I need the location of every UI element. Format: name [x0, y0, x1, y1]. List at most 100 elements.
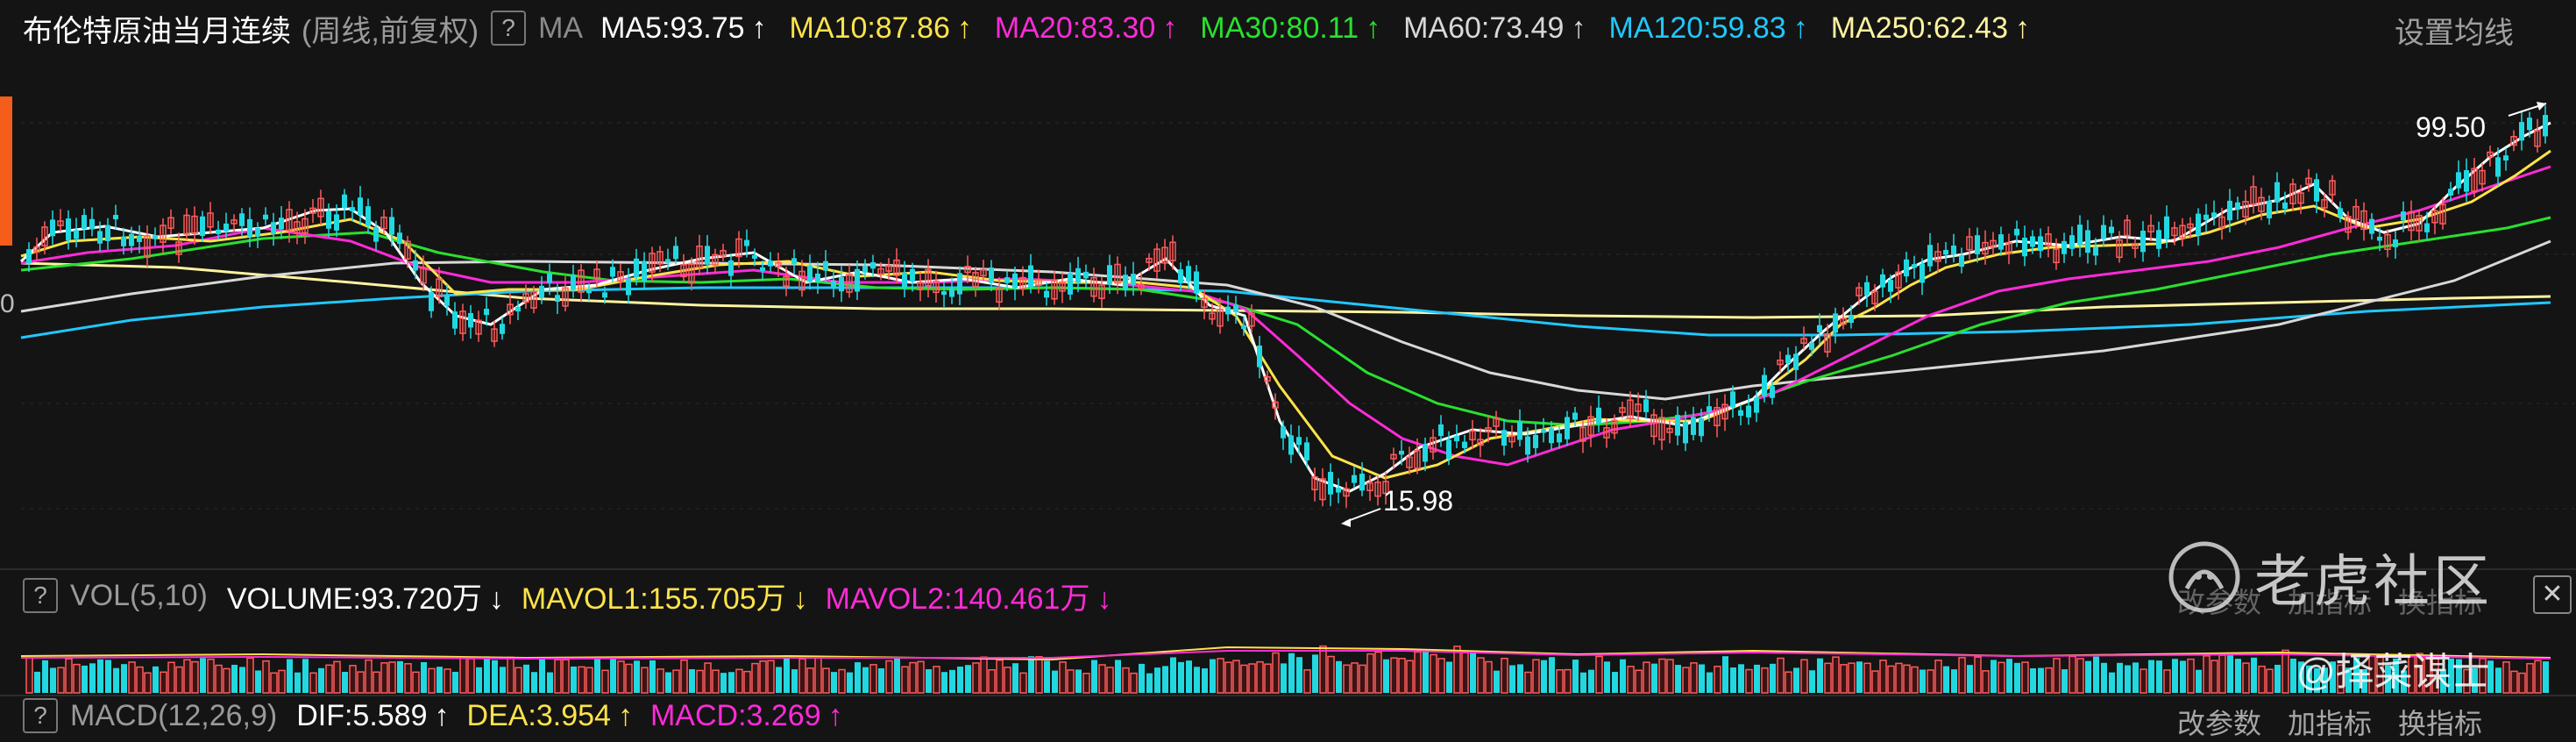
volume-bar: [2431, 657, 2439, 694]
volume-bar: [2117, 662, 2123, 693]
candle-body: [1770, 386, 1775, 398]
candle-body: [105, 225, 110, 241]
volume-bar: [2463, 668, 2471, 694]
volume-help-button[interactable]: ?: [23, 578, 58, 613]
macd-switch-indicator[interactable]: 换指标: [2398, 708, 2483, 739]
candle-body: [547, 273, 552, 283]
candle-body: [1596, 407, 1601, 425]
candle-body: [964, 266, 971, 274]
volume-add-indicator[interactable]: 加指标: [2288, 587, 2373, 618]
volume-bar: [1217, 658, 1224, 694]
candle-body: [342, 194, 347, 209]
volume-bar: [2038, 667, 2044, 693]
candle-body: [1083, 271, 1089, 279]
candle-body: [2384, 233, 2391, 251]
volume-bar: [1974, 656, 1982, 694]
volume-bar: [2322, 667, 2328, 693]
candle-body: [1864, 282, 1870, 296]
candle-body: [468, 312, 473, 328]
volume-bar: [1028, 656, 1034, 693]
volume-bar: [814, 656, 822, 694]
volume-bar: [2258, 665, 2266, 694]
candle-body: [957, 273, 962, 295]
macd-help-button[interactable]: ?: [23, 698, 58, 733]
candle-body: [1635, 403, 1642, 412]
candle-body: [1809, 342, 1814, 350]
volume-bar: [34, 671, 40, 693]
panel-divider: [0, 568, 2576, 570]
macd-edit-params[interactable]: 改参数: [2177, 708, 2262, 739]
candle-body: [1730, 391, 1735, 408]
volume-bar: [175, 666, 183, 694]
volume-edit-params[interactable]: 改参数: [2177, 587, 2262, 618]
candle-body: [1880, 274, 1885, 288]
volume-bar: [397, 660, 403, 693]
volume-bar: [459, 656, 467, 694]
volume-bar: [680, 659, 688, 694]
macd-add-indicator[interactable]: 加指标: [2288, 708, 2373, 739]
volume-bar: [1075, 669, 1082, 693]
volume-bar: [822, 667, 830, 694]
volume-bar: [1920, 669, 1926, 693]
candle-body: [1856, 287, 1863, 296]
candle-body: [1579, 426, 1586, 442]
volume-bar: [1707, 672, 1713, 693]
volume-bar: [2163, 669, 2171, 694]
volume-bar: [1699, 664, 1705, 693]
volume-bar: [1264, 663, 1272, 694]
candle-body: [1959, 255, 1964, 268]
candle-body: [365, 206, 371, 226]
volume-bar: [89, 663, 96, 693]
volume-bar: [1651, 663, 1657, 693]
price-chart[interactable]: 99.50 15.98: [0, 53, 2576, 570]
volume-switch-indicator[interactable]: 换指标: [2398, 587, 2483, 618]
volume-bar: [1532, 659, 1540, 694]
volume-bar: [2076, 658, 2084, 694]
candle-body: [586, 289, 592, 294]
dif-value: DIF:5.589 ↑: [296, 698, 450, 732]
volume-bar: [767, 660, 775, 694]
candle-body: [1090, 276, 1097, 297]
candle-body: [2203, 214, 2209, 220]
candle-body: [1161, 246, 1168, 264]
candle-body: [555, 295, 560, 302]
volume-chart[interactable]: [0, 616, 2576, 695]
volume-bar: [1303, 669, 1311, 694]
volume-bar: [1887, 665, 1895, 694]
volume-bar: [1122, 667, 1130, 694]
volume-bar: [2211, 660, 2218, 694]
ma-help-button[interactable]: ?: [491, 11, 527, 46]
candle-body: [578, 269, 585, 293]
candle-body: [846, 273, 853, 293]
candle-body: [1904, 259, 1909, 277]
volume-bar: [444, 668, 451, 694]
candle-body: [1446, 439, 1451, 459]
volume-bar: [428, 667, 436, 694]
candle-body: [2038, 236, 2043, 252]
candle-body: [1699, 418, 1704, 437]
volume-bar: [1785, 671, 1792, 694]
candle-body: [2156, 230, 2161, 249]
candle-body: [444, 296, 450, 306]
candle-body: [2053, 248, 2060, 264]
volume-bar: [965, 665, 971, 693]
candle-body: [1366, 482, 1373, 492]
volume-bar: [1895, 662, 1903, 694]
volume-bar: [972, 662, 980, 694]
candle-body: [2464, 170, 2469, 192]
ma-settings-link[interactable]: 设置均线: [2395, 17, 2514, 50]
collapse-panel-icon[interactable]: ✕: [2533, 575, 2572, 614]
volume-bar: [1658, 658, 1666, 694]
candle-body: [1849, 316, 1854, 324]
candle-body: [2069, 235, 2075, 249]
volume-bar: [1162, 666, 1168, 693]
candle-body: [334, 214, 339, 231]
candle-body: [634, 258, 639, 277]
volume-bar: [2487, 660, 2494, 693]
volume-bar: [1453, 646, 1461, 694]
volume-bar: [2266, 668, 2274, 694]
candle-body: [317, 197, 324, 218]
volume-bar: [855, 662, 861, 693]
volume-bar: [720, 673, 727, 693]
volume-bar: [1194, 667, 1200, 693]
